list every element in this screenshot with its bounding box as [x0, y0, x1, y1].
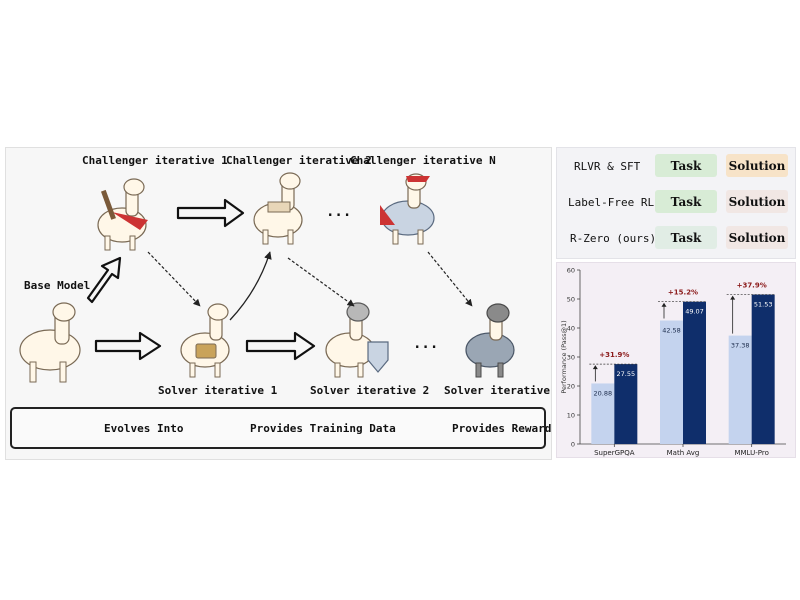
bar-rzero-0 — [614, 364, 638, 444]
reward-arrow-s1-c2 — [229, 251, 272, 321]
y-tick-label: 0 — [571, 441, 575, 449]
improvement-label: +37.9% — [737, 282, 767, 290]
tag-solution-r-zero: Solution — [726, 226, 788, 249]
tag-solution-rlvr-sft: Solution — [726, 154, 788, 177]
bar-baseline-0 — [591, 383, 615, 444]
bar-value-label: 20.88 — [594, 389, 613, 397]
challenger-label-n: Challenger iterative N — [350, 154, 496, 167]
tag-task-rlvr-sft: Task — [655, 154, 717, 177]
base-model-label: Base Model — [24, 279, 91, 292]
y-tick-label: 20 — [567, 383, 575, 391]
y-tick-label: 10 — [567, 412, 575, 420]
llama-solver-n-icon — [465, 303, 515, 378]
x-tick-label: Math Avg — [667, 449, 700, 457]
solver-label-2: Solver iterative 2 — [310, 384, 430, 397]
bar-value-label: 49.07 — [685, 308, 704, 316]
solver-label-n: Solver iterative N — [444, 384, 564, 397]
bar-value-label: 51.53 — [754, 301, 773, 309]
improvement-arrow-head — [730, 295, 736, 300]
row-label-r-zero: R-Zero (ours) — [570, 232, 657, 245]
tag-task-r-zero: Task — [655, 226, 717, 249]
llama-challenger-1-icon — [97, 178, 148, 251]
improvement-arrow-head — [592, 365, 598, 370]
bar-baseline-2 — [728, 335, 752, 444]
tag-task-label-free-rl: Task — [655, 190, 717, 213]
legend-training-label: Provides Training Data — [250, 422, 396, 435]
x-tick-label: MMLU-Pro — [734, 449, 768, 457]
bar-value-label: 27.55 — [617, 370, 636, 378]
bar-baseline-1 — [660, 320, 683, 444]
bar-rzero-1 — [683, 301, 706, 444]
legend-reward-label: Provides Reward — [452, 422, 552, 435]
llama-solver-2-icon — [325, 302, 389, 378]
llama-solver-1-icon — [180, 303, 230, 378]
training-arrow-c2-s2 — [287, 257, 355, 307]
y-tick-label: 50 — [567, 296, 575, 304]
llama-base-model-icon — [19, 302, 81, 383]
y-tick-label: 60 — [567, 267, 575, 275]
legend-box — [10, 407, 546, 449]
x-tick-label: SuperGPQA — [594, 449, 635, 457]
evolves-arrow-s1-s2 — [245, 331, 316, 361]
ellipsis-bottom: ... — [413, 336, 439, 352]
training-arrow-cn-sn — [427, 251, 473, 307]
y-tick-label: 40 — [567, 325, 575, 333]
llama-challenger-2-icon — [253, 172, 303, 245]
row-label-rlvr-sft: RLVR & SFT — [574, 160, 641, 173]
bar-value-label: 37.38 — [731, 342, 750, 350]
solver-label-1: Solver iterative 1 — [158, 384, 278, 397]
improvement-arrow-head — [661, 302, 667, 307]
improvement-label: +15.2% — [668, 289, 698, 297]
ellipsis-top: ... — [326, 204, 352, 220]
challenger-label-2: Challenger iterative 2 — [226, 154, 372, 167]
evolves-arrow-base-c1 — [86, 256, 122, 304]
row-label-label-free-rl: Label-Free RL — [568, 196, 655, 209]
evolves-arrow-c1-c2 — [176, 198, 245, 228]
performance-bar-chart: 0 10 20 30 40 50 60 Performance (Pass@1) 20.88 27… — [560, 267, 786, 457]
challenger-label-1: Challenger iterative 1 — [82, 154, 228, 167]
y-axis-label: Performance (Pass@1) — [560, 320, 568, 393]
legend-evolves-label: Evolves Into — [104, 422, 184, 435]
y-tick-label: 30 — [567, 354, 575, 362]
improvement-label: +31.9% — [599, 351, 629, 359]
llama-challenger-n-icon — [380, 173, 435, 245]
bar-rzero-2 — [751, 294, 775, 444]
bar-value-label: 42.58 — [662, 327, 681, 335]
tag-solution-label-free-rl: Solution — [726, 190, 788, 213]
training-arrow-c1-s1 — [147, 251, 201, 307]
evolves-arrow-base-s1 — [94, 331, 162, 361]
